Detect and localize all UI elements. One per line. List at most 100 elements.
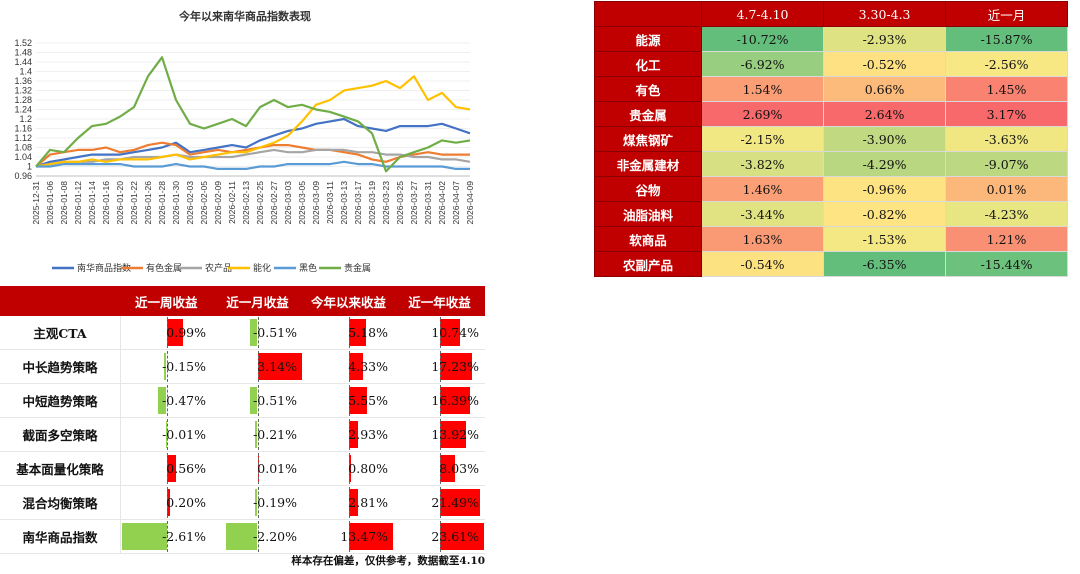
series-line (35, 56, 471, 173)
return-bar (226, 523, 258, 550)
x-tick-label: 2026-03-03 (283, 181, 293, 225)
sector-row: 油脂油料 -3.44% -0.82% -4.23% (594, 201, 1068, 227)
sector-name: 油脂油料 (594, 201, 702, 227)
series-line (36, 160, 470, 170)
x-tick-label: 2026-03-05 (297, 181, 307, 225)
strategy-row: 中长趋势策略 -0.15% 3.14% 4.33% 17.23% (0, 349, 485, 384)
strategy-name: 截面多空策略 (0, 417, 121, 452)
return-value: 16.39% (431, 393, 479, 408)
legend-label: 南华商品指数 (77, 262, 131, 273)
return-bar (257, 353, 302, 380)
header-week-return: 近一周收益 (120, 286, 212, 316)
return-cell: 0.20% (120, 485, 212, 520)
x-tick-label: 2026-01-16 (101, 181, 111, 225)
series-line (35, 148, 471, 168)
zero-axis-line (348, 453, 350, 484)
return-cell: -0.01% (120, 417, 212, 452)
sector-return-cell: -2.56% (945, 51, 1068, 77)
y-tick-label: 1.36 (14, 76, 32, 86)
y-tick-label: 1.4 (19, 67, 32, 77)
return-value: 3.14% (257, 359, 297, 374)
return-value: -0.19% (253, 495, 297, 510)
sector-name: 谷物 (594, 176, 702, 202)
y-tick-label: 1.24 (14, 105, 32, 115)
sector-return-cell: -6.35% (823, 251, 947, 277)
return-value: -0.15% (162, 359, 206, 374)
y-tick-label: 1.28 (14, 95, 32, 105)
sector-return-cell: 1.46% (700, 176, 825, 202)
return-cell: 17.23% (394, 349, 485, 384)
x-tick-label: 2026-02-03 (185, 181, 195, 225)
y-tick-label: 1.08 (14, 143, 32, 153)
strategy-name: 中短趋势策略 (0, 383, 121, 418)
x-tick-label: 2026-04-09 (465, 181, 475, 225)
return-cell: -0.15% (120, 349, 212, 384)
return-value: -0.51% (253, 325, 297, 340)
strategy-row: 中短趋势策略 -0.47% -0.51% 5.55% 16.39% (0, 383, 485, 418)
return-bar (439, 387, 471, 414)
sector-return-cell: -3.82% (700, 151, 825, 177)
legend-label: 农产品 (205, 262, 232, 273)
x-tick-label: 2026-02-25 (255, 181, 265, 225)
zero-axis-line (166, 317, 168, 348)
return-cell: -2.61% (120, 519, 212, 554)
chart-title: 今年以来南华商品指数表现 (178, 9, 311, 23)
sector-return-cell: -0.82% (823, 201, 947, 227)
sector-return-cell: -0.52% (823, 51, 947, 77)
sector-row: 谷物 1.46% -0.96% 0.01% (594, 176, 1068, 202)
sector-return-cell: -4.23% (945, 201, 1068, 227)
y-tick-label: 1.04 (14, 152, 32, 162)
return-value: 0.20% (166, 495, 206, 510)
return-cell: 0.80% (303, 451, 394, 486)
zero-axis-line (166, 487, 168, 518)
zero-axis-line (439, 453, 441, 484)
sector-return-cell: 2.64% (823, 101, 947, 127)
zero-axis-line (439, 317, 441, 348)
x-tick-label: 2026-03-19 (367, 181, 377, 225)
return-value: 21.49% (431, 495, 479, 510)
sector-return-cell: -15.44% (945, 251, 1068, 277)
line-chart-svg: 今年以来南华商品指数表现 0.9611.041.081.121.161.21.2… (14, 9, 475, 273)
sector-row: 化工 -6.92% -0.52% -2.56% (594, 51, 1068, 77)
return-value: -2.61% (162, 529, 206, 544)
return-bar (158, 387, 167, 414)
sector-return-cell: -0.54% (700, 251, 825, 277)
y-tick-label: 1.48 (14, 48, 32, 58)
return-bar (348, 387, 367, 414)
zero-axis-line (439, 385, 441, 416)
x-tick-label: 2026-02-13 (241, 181, 251, 225)
y-tick-label: 1.52 (14, 38, 32, 48)
legend-label: 有色金属 (146, 262, 182, 273)
sector-row: 软商品 1.63% -1.53% 1.21% (594, 226, 1068, 252)
x-tick-label: 2026-03-23 (381, 181, 391, 225)
sector-return-cell: -2.93% (823, 26, 947, 52)
zero-axis-line (166, 521, 168, 552)
sector-return-cell: 1.63% (700, 226, 825, 252)
return-bar (122, 523, 167, 550)
data-footnote: 样本存在偏差，仅供参考，数据截至4.10 (291, 555, 485, 567)
return-bar (166, 319, 184, 346)
return-cell: 13.47% (303, 519, 394, 554)
header-year-return: 近一年收益 (394, 286, 485, 316)
return-value: 5.55% (348, 393, 388, 408)
zero-axis-line (166, 419, 168, 450)
strategy-row: 混合均衡策略 0.20% -0.19% 2.81% 21.49% (0, 485, 485, 520)
return-value: 5.18% (348, 325, 388, 340)
x-tick-label: 2026-03-31 (423, 181, 433, 225)
return-cell: 5.18% (303, 316, 394, 350)
return-cell: -0.19% (212, 485, 303, 520)
x-tick-label: 2026-02-09 (213, 181, 223, 225)
zero-axis-line (439, 487, 441, 518)
return-value: 2.93% (348, 427, 388, 442)
sector-name: 化工 (594, 51, 702, 77)
x-tick-label: 2026-02-27 (269, 181, 279, 225)
strategy-returns-table: 近一周收益 近一月收益 今年以来收益 近一年收益 主观CTA 0.99% -0.51… (0, 286, 485, 554)
y-tick-label: 1.2 (19, 114, 32, 124)
y-tick-label: 1 (27, 162, 32, 172)
x-tick-label: 2026-01-12 (73, 181, 83, 225)
x-tick-label: 2026-04-07 (451, 181, 461, 225)
sector-returns-table: 4.7-4.10 3.30-4.3 近一月 能源 -10.72% -2.93% -15… (594, 1, 1068, 277)
return-cell: 16.39% (394, 383, 485, 418)
sector-return-cell: 0.01% (945, 176, 1068, 202)
return-cell: 8.03% (394, 451, 485, 486)
